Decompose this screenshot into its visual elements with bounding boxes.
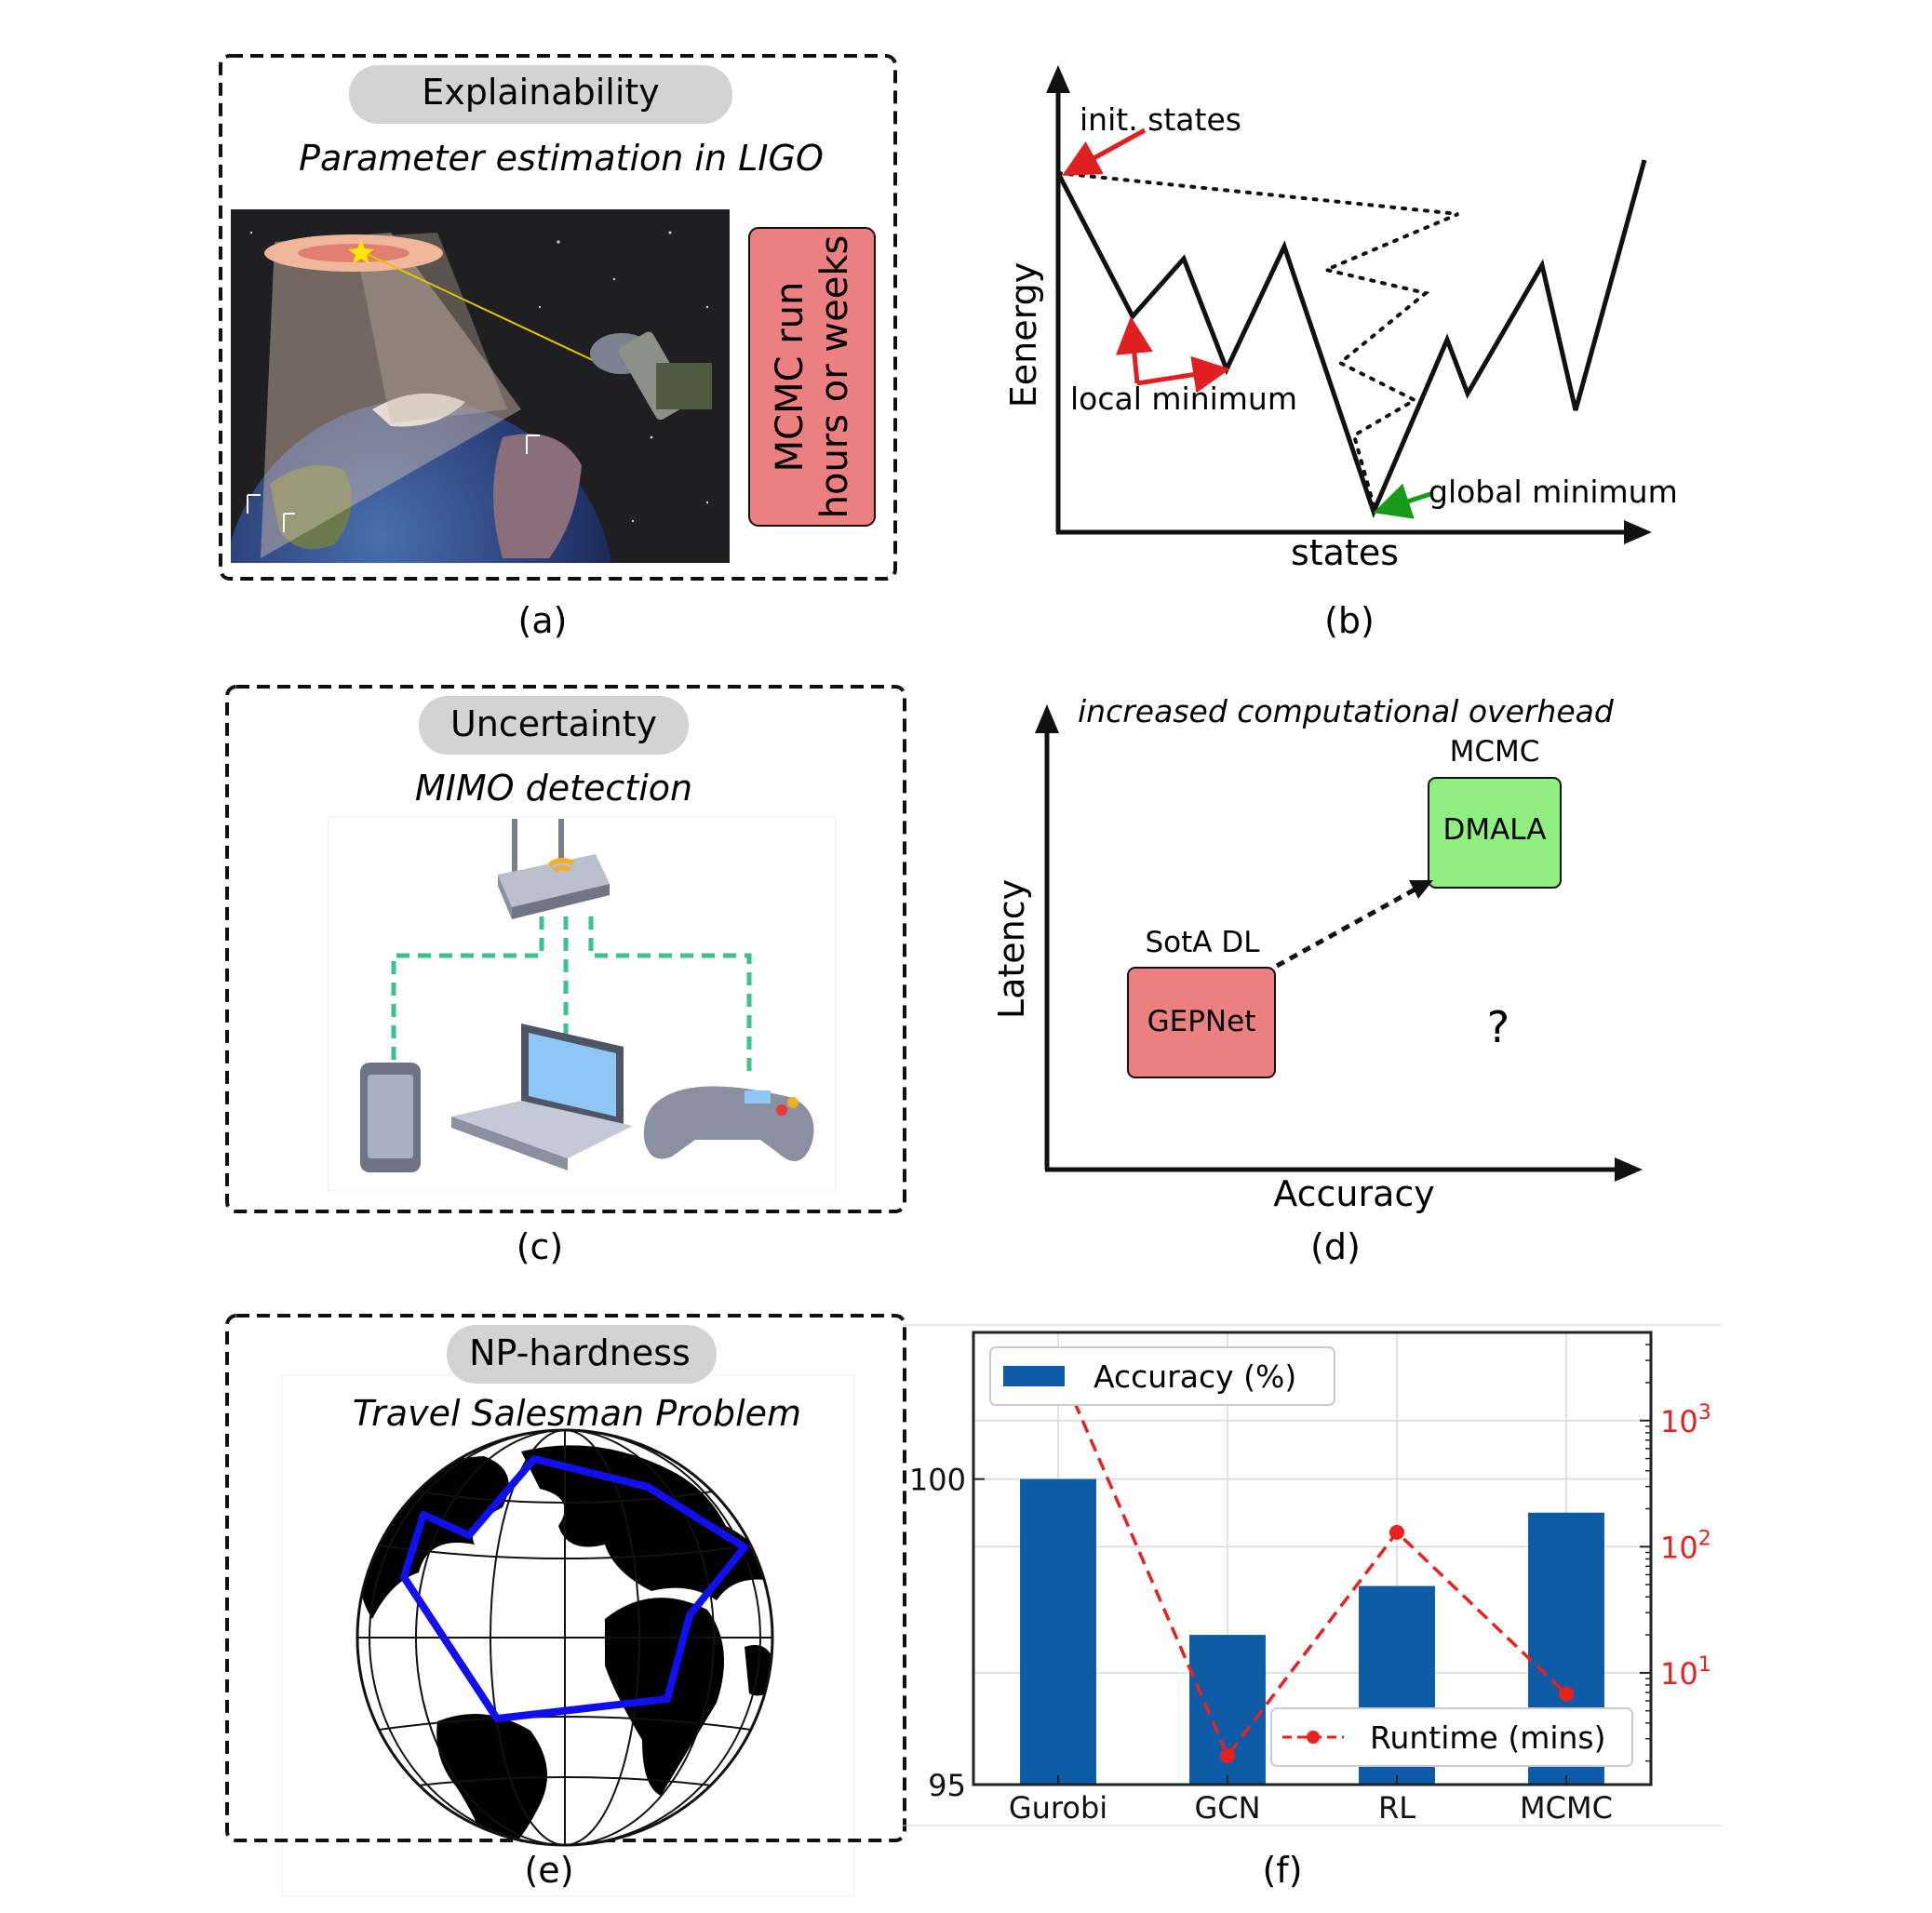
- energy-y-arrowhead: [1046, 65, 1070, 93]
- gepnet-box: [1127, 967, 1276, 1078]
- panel-d: increased computational overhead Latency…: [991, 693, 1643, 1267]
- accuracy-x-label: Accuracy: [1273, 1173, 1435, 1214]
- energy-x-label: states: [1291, 532, 1399, 573]
- laptop-icon: [451, 1023, 633, 1171]
- panel-a: Explainability Parameter estimation in L…: [219, 54, 897, 641]
- game-controller-icon: [643, 1086, 814, 1161]
- open-question-mark: ?: [1487, 1002, 1509, 1052]
- panel-c-subtitle: MIMO detection: [415, 768, 692, 809]
- x-tick-label-mcmc: MCMC: [1520, 1790, 1613, 1826]
- label-init-states: init. states: [1080, 101, 1241, 138]
- runtime-line: [1056, 1363, 1568, 1759]
- dmala-box: [1428, 777, 1562, 889]
- y-right-tick-label: 101: [1660, 1653, 1711, 1692]
- mimo-illustration: [328, 816, 837, 1192]
- panel-e-pill-label: NP-hardness: [469, 1332, 691, 1373]
- panel-e: NP-hardness Travel Salesman Problem: [225, 1314, 906, 1897]
- accuracy-x-arrowhead: [1615, 1157, 1643, 1182]
- panel-d-caption: (d): [1310, 1226, 1361, 1267]
- y-right-tick-label: 103: [1660, 1401, 1711, 1439]
- legend-accuracy: Accuracy (%): [989, 1346, 1335, 1406]
- energy-x-arrowhead: [1624, 520, 1652, 544]
- legend-runtime: Runtime (mins): [1270, 1707, 1633, 1767]
- dmala-label: DMALA: [1442, 813, 1546, 847]
- y-left-tick-label: 95: [928, 1768, 966, 1803]
- router-icon: [498, 819, 610, 919]
- global-min-arrow: [1373, 483, 1434, 519]
- wireless-links: [391, 916, 752, 1079]
- globe-illustration: [356, 1428, 774, 1847]
- panel-e-caption: (e): [524, 1850, 573, 1891]
- latency-y-arrowhead: [1035, 704, 1059, 733]
- panel-f-caption: (f): [1262, 1850, 1302, 1891]
- panel-e-pill: [447, 1325, 717, 1384]
- phone-icon: [360, 1063, 421, 1172]
- x-tick-label-gurobi: Gurobi: [1009, 1790, 1107, 1826]
- sota-dl-tag: SotA DL: [1145, 926, 1260, 959]
- mcmc-time-box: [748, 227, 876, 527]
- runtime-point-gcn: [1220, 1748, 1235, 1764]
- panel-f-chart: Gurobi GCN RL MCMC 95 100 101 102 103 Accuracy (…: [903, 1324, 1722, 1891]
- latency-y-label: Latency: [991, 879, 1032, 1019]
- overhead-arrow: [1275, 886, 1418, 969]
- legend-accuracy-label: Accuracy (%): [1093, 1358, 1296, 1395]
- panel-c-pill-label: Uncertainty: [450, 703, 657, 744]
- panel-e-subtitle: Travel Salesman Problem: [353, 1393, 801, 1434]
- tsp-tour-path: [400, 1455, 748, 1722]
- panel-a-pill: [349, 65, 732, 124]
- local-min-arrow: [1115, 316, 1153, 384]
- panel-a-frame: [219, 54, 897, 581]
- mcmc-time-line1: MCMC run: [769, 282, 812, 473]
- accuracy-bar-gurobi: [1020, 1478, 1096, 1785]
- runtime-point-mcmc: [1559, 1686, 1574, 1702]
- init-state-arrow: [1062, 127, 1147, 176]
- panel-b: init. states local minimum global minimu…: [1003, 65, 1678, 641]
- y-right-tick-label: 102: [1660, 1527, 1711, 1565]
- legend-runtime-label: Runtime (mins): [1370, 1719, 1606, 1756]
- panel-a-caption: (a): [518, 600, 568, 641]
- local-min-arrow-2: [1136, 355, 1230, 394]
- legend-runtime-marker: [1307, 1731, 1320, 1744]
- overhead-title: increased computational overhead: [1078, 693, 1615, 729]
- panel-a-pill-label: Explainability: [422, 72, 660, 113]
- mcmc-time-line2: hours or weeks: [813, 235, 856, 519]
- y-left-tick-label: 100: [909, 1463, 966, 1498]
- label-local-minimum: local minimum: [1070, 381, 1297, 417]
- ligo-illustration: [231, 209, 730, 563]
- mcmc-dotted-trajectory: [1056, 171, 1459, 514]
- panel-c-pill: [419, 696, 689, 755]
- mcmc-tag: MCMC: [1450, 735, 1540, 769]
- panel-c: Uncertainty MIMO detection: [225, 685, 906, 1267]
- energy-y-label: Eenergy: [1003, 262, 1044, 408]
- source-star-icon: [348, 240, 374, 264]
- label-global-minimum: global minimum: [1429, 474, 1678, 510]
- x-tick-label-rl: RL: [1378, 1790, 1415, 1826]
- satellite-icon: [590, 331, 712, 421]
- x-tick-label-gcn: GCN: [1194, 1790, 1260, 1826]
- overhead-arrowhead: [1409, 880, 1433, 899]
- energy-landscape-curve: [1055, 159, 1647, 519]
- runtime-point-rl: [1389, 1524, 1404, 1540]
- legend-accuracy-swatch: [1003, 1366, 1065, 1386]
- panel-b-caption: (b): [1324, 600, 1375, 641]
- panel-c-frame: [225, 685, 906, 1213]
- panel-c-caption: (c): [517, 1226, 564, 1267]
- gepnet-label: GEPNet: [1147, 1005, 1256, 1038]
- panel-a-subtitle: Parameter estimation in LIGO: [299, 138, 824, 179]
